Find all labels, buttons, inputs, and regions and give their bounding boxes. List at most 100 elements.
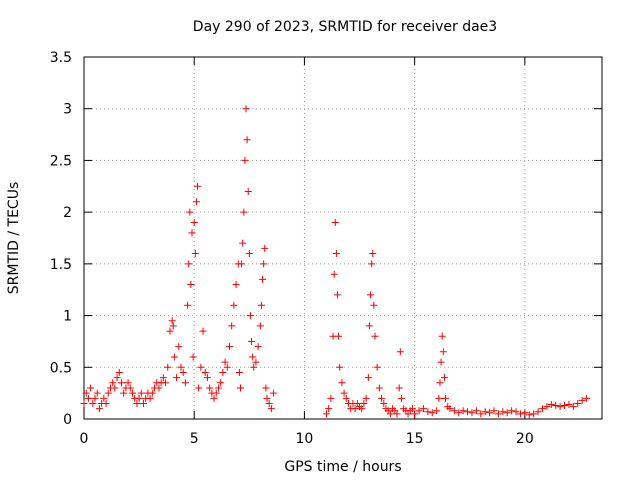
data-point — [228, 322, 236, 330]
data-point — [441, 394, 449, 402]
data-point — [351, 405, 359, 413]
data-point — [340, 389, 348, 397]
data-point — [552, 402, 560, 410]
data-point — [238, 260, 246, 268]
data-point — [370, 301, 378, 309]
data-point — [486, 409, 494, 417]
data-point — [521, 409, 529, 417]
data-point — [331, 218, 339, 226]
data-point — [364, 374, 372, 382]
data-point — [270, 389, 278, 397]
grid-layer — [84, 57, 602, 419]
data-point — [223, 363, 231, 371]
data-point — [177, 363, 185, 371]
data-point — [574, 399, 582, 407]
data-point — [188, 229, 196, 237]
data-point — [221, 358, 229, 366]
data-point — [254, 343, 262, 351]
data-point — [375, 384, 383, 392]
data-point — [438, 332, 446, 340]
data-point — [210, 394, 218, 402]
data-point — [166, 327, 174, 335]
data-point — [175, 343, 183, 351]
data-point — [219, 368, 227, 376]
data-point — [201, 368, 209, 376]
data-point — [91, 394, 99, 402]
data-point — [197, 363, 205, 371]
data-point — [89, 399, 97, 407]
data-point — [230, 301, 238, 309]
data-point — [214, 384, 222, 392]
plot-frame — [83, 56, 603, 420]
data-point — [333, 291, 341, 299]
data-point — [232, 281, 240, 289]
data-point — [267, 405, 275, 413]
data-point — [245, 250, 253, 258]
data-point — [499, 408, 507, 416]
data-point — [248, 337, 256, 345]
data-point — [450, 407, 458, 415]
data-point — [419, 405, 427, 413]
data-point — [146, 394, 154, 402]
data-point — [240, 208, 248, 216]
data-point — [569, 403, 577, 411]
data-point — [330, 270, 338, 278]
data-point — [446, 405, 454, 413]
data-point — [241, 156, 249, 164]
data-point — [565, 401, 573, 409]
data-point — [436, 379, 444, 387]
x-tick-label: 20 — [516, 431, 534, 447]
data-point — [250, 363, 258, 371]
data-point — [396, 348, 404, 356]
data-point — [246, 312, 254, 320]
data-point — [184, 301, 192, 309]
data-point — [365, 322, 373, 330]
data-point — [583, 394, 591, 402]
data-point — [395, 384, 403, 392]
data-point — [380, 399, 388, 407]
y-tick-label: 3.5 — [50, 50, 72, 66]
data-point — [439, 348, 447, 356]
data-point — [358, 405, 366, 413]
data-point — [120, 389, 128, 397]
data-point — [84, 394, 92, 402]
data-point — [435, 394, 443, 402]
data-point — [128, 389, 136, 397]
data-point — [191, 250, 199, 258]
data-point — [433, 407, 441, 415]
y-tick-label: 0.5 — [50, 360, 72, 376]
data-point — [185, 260, 193, 268]
data-point — [104, 389, 112, 397]
data-point — [257, 301, 265, 309]
data-point — [265, 399, 273, 407]
x-tick-label: 15 — [406, 431, 424, 447]
data-point — [162, 379, 170, 387]
data-point — [115, 368, 123, 376]
data-point — [93, 389, 101, 397]
data-point — [369, 250, 377, 258]
data-point — [477, 410, 485, 418]
y-tick-label: 1 — [63, 309, 72, 325]
y-tick-label: 3 — [63, 102, 72, 118]
data-point — [263, 394, 271, 402]
chart-title: Day 290 of 2023, SRMTID for receiver dae… — [193, 19, 497, 35]
data-point — [261, 244, 269, 252]
data-point — [242, 105, 250, 113]
y-tick-label: 1.5 — [50, 257, 72, 273]
data-point — [525, 411, 533, 419]
data-point — [373, 363, 381, 371]
data-point — [262, 384, 270, 392]
data-point — [95, 405, 103, 413]
y-axis-label: SRMTID / TECUs — [6, 182, 22, 295]
data-point — [87, 384, 95, 392]
data-point — [170, 353, 178, 361]
data-point — [100, 394, 108, 402]
data-point — [393, 410, 401, 418]
data-point — [102, 399, 110, 407]
y-tick-label: 0 — [63, 412, 72, 428]
data-point — [490, 407, 498, 415]
data-point — [338, 379, 346, 387]
data-point — [530, 410, 538, 418]
x-tick-label: 10 — [296, 431, 314, 447]
data-point — [459, 407, 467, 415]
